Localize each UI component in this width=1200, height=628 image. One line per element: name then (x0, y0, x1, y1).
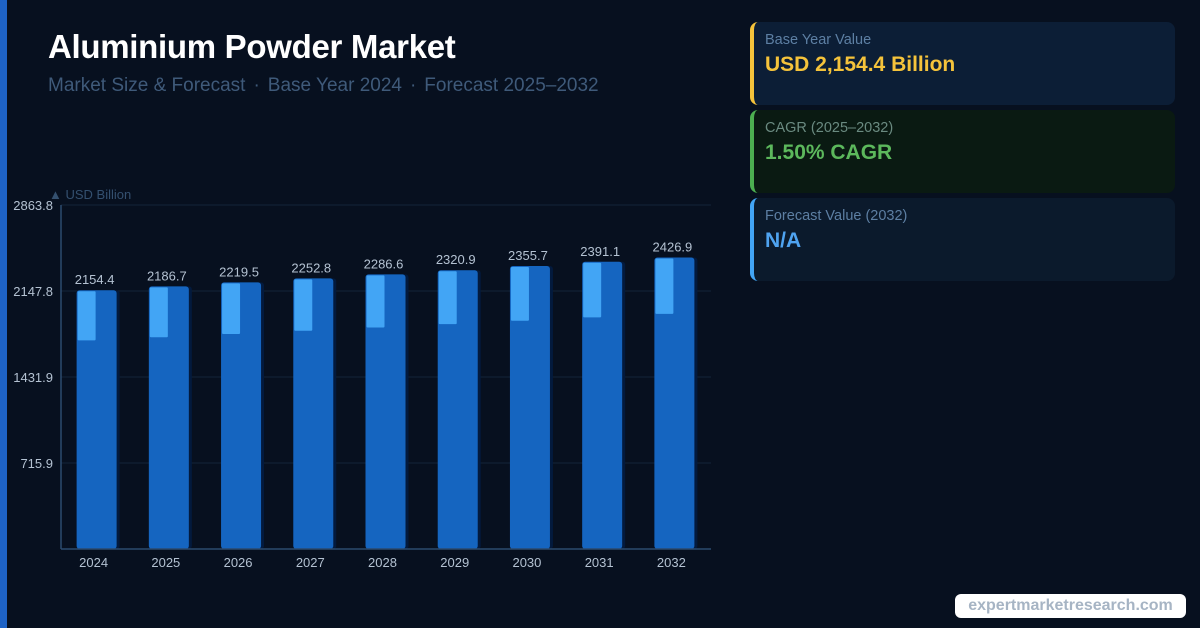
y-tick-label: 2863.8 (13, 198, 53, 213)
x-tick-label: 2028 (368, 555, 397, 570)
bar (437, 270, 478, 549)
bar (76, 290, 117, 549)
bar (582, 261, 623, 549)
bar (148, 286, 189, 549)
bar (293, 278, 334, 549)
x-tick-label: 2025 (151, 555, 180, 570)
cagr-value: 1.50% CAGR (765, 141, 893, 164)
x-tick-label: 2026 (224, 555, 253, 570)
bar-value-label: 2186.7 (147, 268, 187, 283)
forecast-label: Forecast Value (2032) (765, 208, 908, 224)
bar (221, 282, 262, 549)
bar-value-label: 2355.7 (508, 248, 548, 263)
x-tick-label: 2031 (585, 555, 614, 570)
cagr-label: CAGR (2025–2032) (765, 120, 894, 136)
y-tick-label: 2147.8 (13, 284, 53, 299)
bar-value-label: 2219.5 (219, 264, 259, 279)
forecast-value: N/A (765, 229, 802, 252)
bar-highlight (149, 287, 168, 338)
base-year-card: Base Year Value USD 2,154.4 Billion (750, 22, 1175, 105)
page-subtitle: Market Size & Forecast · Base Year 2024 · Fo… (48, 75, 599, 97)
y-tick-label: 715.9 (20, 456, 53, 471)
cagr-card: CAGR (2025–2032) 1.50% CAGR (750, 110, 1175, 193)
bar-highlight (366, 275, 385, 328)
subtitle-base-year: Base Year 2024 (267, 75, 402, 96)
bar-highlight (655, 258, 674, 314)
base-year-value: USD 2,154.4 Billion (765, 53, 956, 76)
bar-value-label: 2320.9 (436, 252, 476, 267)
bar-highlight (222, 283, 241, 335)
subtitle-separator: · (253, 75, 260, 96)
left-accent-bar (0, 0, 7, 628)
bar-value-label: 2286.6 (364, 256, 404, 271)
bar-highlight (510, 267, 529, 321)
bar-chart: ▲ USD Billion 715.9 1431.9 2147.8 2863.8 2154… (13, 187, 711, 570)
subtitle-separator: · (409, 75, 417, 96)
bar-value-label: 2252.8 (291, 260, 331, 275)
bar (365, 274, 406, 549)
bar-value-label: 2391.1 (580, 244, 620, 259)
y-tick-label: 1431.9 (13, 370, 53, 385)
bar-highlight (583, 262, 602, 318)
bar (509, 266, 550, 549)
base-year-label: Base Year Value (765, 32, 872, 48)
page-title: Aluminium Powder Market (48, 28, 456, 65)
bar-highlight (438, 271, 457, 325)
bar-highlight (294, 279, 313, 331)
x-tick-label: 2032 (657, 555, 686, 570)
x-tick-label: 2030 (512, 555, 541, 570)
bar-value-label: 2426.9 (653, 239, 693, 254)
watermark-link[interactable]: expertmarketresearch.com (955, 594, 1186, 618)
x-tick-label: 2024 (79, 555, 108, 570)
y-axis-label: ▲ USD Billion (49, 187, 131, 202)
subtitle-forecast: Forecast 2025–2032 (424, 75, 599, 96)
forecast-card: Forecast Value (2032) N/A (750, 198, 1175, 281)
bar (654, 257, 695, 549)
bar-value-label: 2154.4 (75, 272, 115, 287)
x-tick-label: 2027 (296, 555, 325, 570)
bar-highlight (77, 291, 96, 341)
x-tick-label: 2029 (440, 555, 469, 570)
subtitle-market-size: Market Size & Forecast (48, 75, 246, 96)
